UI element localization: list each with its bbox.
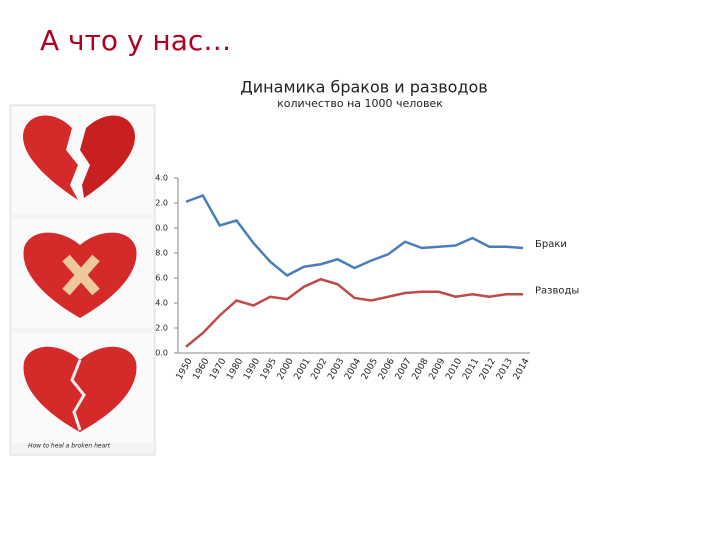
series-line: [185, 193, 524, 277]
y-tick-label: 8.0: [155, 249, 168, 258]
series-label: Разводы: [535, 285, 579, 296]
y-tick-label: 2.0: [155, 199, 168, 208]
heart-half: [23, 115, 78, 200]
y-tick-label: 6.0: [155, 274, 168, 283]
y-tick-label: 4.0: [155, 299, 168, 308]
image-caption: How to heal a broken heart: [28, 443, 111, 450]
hearts-image: How to heal a broken heart: [9, 104, 156, 456]
y-tick-label: 0.0: [155, 349, 168, 358]
chart-subtitle: количество на 1000 человек: [277, 97, 443, 110]
series-line: [185, 277, 523, 348]
series-label: Браки: [535, 239, 567, 250]
x-tick-label: 2014: [512, 357, 532, 382]
stitches: [70, 359, 86, 431]
heart-half: [80, 115, 135, 198]
y-tick-label: 4.0: [155, 174, 168, 183]
chart-title: Динамика браков и разводов: [240, 78, 487, 97]
y-tick-label: 2.0: [155, 324, 168, 333]
slide-title: А что у нас…: [40, 24, 231, 57]
y-tick-label: 0.0: [155, 224, 168, 233]
bandage: [62, 254, 100, 296]
